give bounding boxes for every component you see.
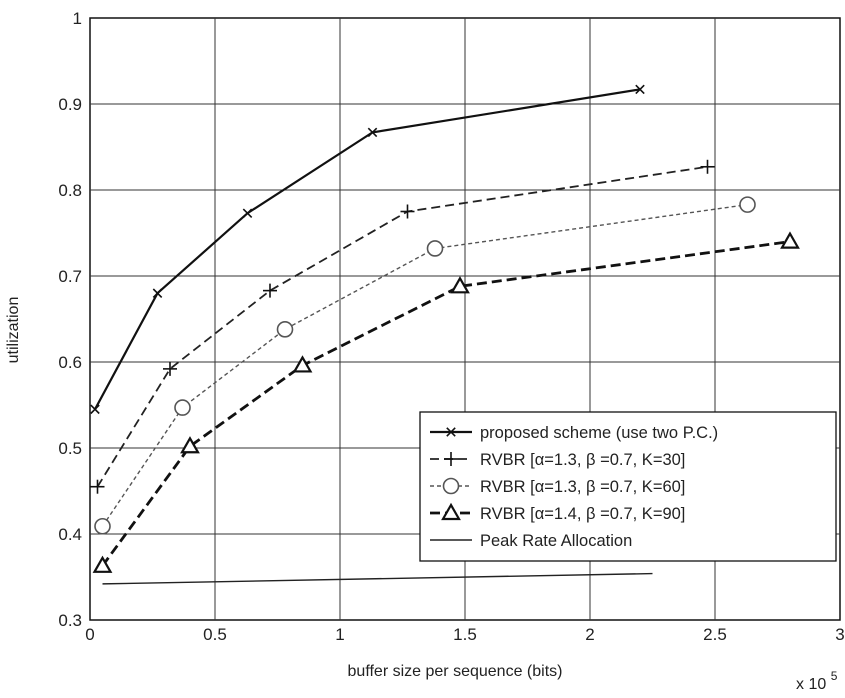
plus-marker <box>700 159 715 174</box>
x-multiplier: x 10 5 <box>796 669 838 693</box>
legend-label: Peak Rate Allocation <box>480 532 632 550</box>
legend: proposed scheme (use two P.C.) RVBR [α=1.… <box>419 411 837 562</box>
series-3 <box>94 196 756 535</box>
x-marker <box>367 127 378 138</box>
legend-item: proposed scheme (use two P.C.) <box>430 424 718 442</box>
circle-marker <box>94 517 111 535</box>
x-tick-label: 1 <box>335 625 344 644</box>
x-marker <box>635 84 645 95</box>
triangle-marker <box>92 555 113 573</box>
y-tick-label: 0.9 <box>58 95 82 114</box>
x-marker <box>152 288 163 298</box>
x-marker <box>242 208 253 218</box>
series-2 <box>90 159 715 494</box>
x-marker <box>90 404 100 415</box>
x-axis-label: buffer size per sequence (bits) <box>348 663 563 680</box>
series-5 <box>102 572 653 585</box>
x-tick-label: 1.5 <box>453 625 477 644</box>
circle-marker <box>442 477 460 495</box>
legend-item: RVBR [α=1.3, β =0.7, K=30] <box>430 451 685 469</box>
legend-item: Peak Rate Allocation <box>430 532 632 550</box>
triangle-marker <box>450 276 470 294</box>
y-tick-label: 0.6 <box>58 353 82 372</box>
circle-marker <box>426 240 444 257</box>
plus-marker <box>90 479 105 494</box>
legend-label: RVBR [α=1.3, β =0.7, K=60] <box>480 478 685 496</box>
y-tick-label: 0.5 <box>58 439 82 458</box>
y-tick-label: 0.8 <box>58 181 82 200</box>
series-line <box>101 203 748 527</box>
circle-marker <box>174 399 191 416</box>
y-tick-label: 0.4 <box>58 525 82 544</box>
triangle-marker <box>780 231 800 249</box>
x-tick-label: 3 <box>835 625 844 644</box>
legend-label: RVBR [α=1.3, β =0.7, K=30] <box>480 451 685 469</box>
triangle-marker <box>441 502 461 521</box>
y-tick-label: 0.7 <box>58 267 82 286</box>
legend-label: RVBR [α=1.4, β =0.7, K=90] <box>480 505 685 523</box>
series-4 <box>92 231 800 573</box>
x-tick-label: 2 <box>585 625 594 644</box>
series-line <box>102 572 653 585</box>
triangle-marker <box>292 355 313 373</box>
legend-box <box>419 411 837 562</box>
y-tick-label: 1 <box>73 9 82 28</box>
x-tick-label: 0 <box>85 625 94 644</box>
legend-item: RVBR [α=1.3, β =0.7, K=60] <box>430 477 685 496</box>
series-line <box>96 165 708 488</box>
legend-item: RVBR [α=1.4, β =0.7, K=90] <box>430 502 685 523</box>
circle-marker <box>276 321 294 338</box>
y-axis-label: utilization <box>5 297 22 364</box>
plus-marker <box>444 452 458 466</box>
legend-label: proposed scheme (use two P.C.) <box>480 424 718 442</box>
plus-marker <box>400 204 415 219</box>
series-1 <box>90 84 645 415</box>
circle-marker <box>739 196 756 213</box>
x-marker <box>446 427 456 437</box>
triangle-marker <box>180 436 200 454</box>
y-tick-label: 0.3 <box>58 611 82 630</box>
plus-marker <box>163 361 177 376</box>
plus-marker <box>263 283 277 298</box>
x-tick-label: 0.5 <box>203 625 227 644</box>
x-tick-label: 2.5 <box>703 625 727 644</box>
